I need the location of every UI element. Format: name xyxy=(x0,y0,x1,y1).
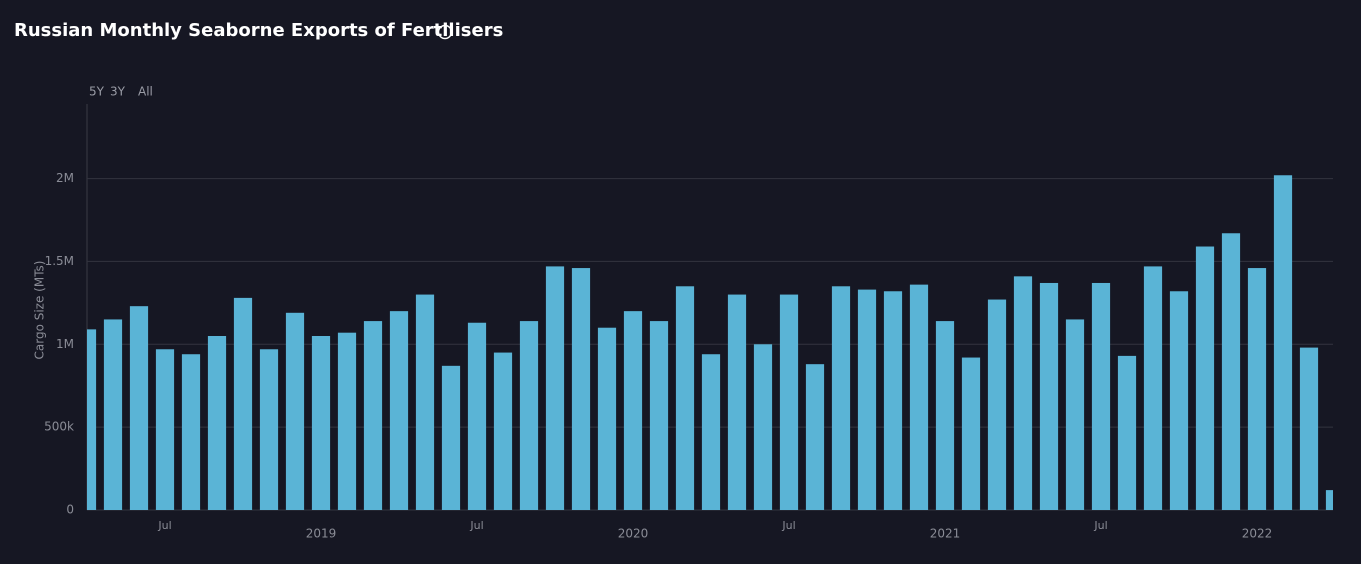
bar xyxy=(961,357,981,510)
bar xyxy=(337,332,357,510)
x-tick-label: Jul xyxy=(1093,519,1107,532)
bar xyxy=(649,321,669,510)
bar xyxy=(363,321,383,510)
bar xyxy=(415,294,435,510)
y-axis-label: Cargo Size (MTs) xyxy=(33,261,47,360)
x-tick-label: 2022 xyxy=(1242,527,1273,541)
bar xyxy=(233,297,253,510)
bar xyxy=(467,322,487,510)
bar xyxy=(727,294,747,510)
bar xyxy=(441,365,461,510)
bar xyxy=(701,354,721,510)
y-tick-label: 1.5M xyxy=(45,254,74,268)
bar xyxy=(493,352,513,510)
bar xyxy=(311,336,331,510)
bar xyxy=(1091,282,1111,510)
bar xyxy=(519,321,539,510)
bar xyxy=(155,349,175,510)
bar xyxy=(779,294,799,510)
bar xyxy=(103,319,123,510)
bar xyxy=(285,312,305,510)
x-tick-label: 2019 xyxy=(306,527,337,541)
bar xyxy=(597,327,617,510)
range-button[interactable]: 3Y xyxy=(110,85,126,99)
chart-title: Russian Monthly Seaborne Exports of Fert… xyxy=(14,20,503,41)
range-button[interactable]: All xyxy=(138,85,153,99)
bar xyxy=(181,354,201,510)
y-tick-label: 500k xyxy=(44,420,74,434)
bar xyxy=(571,268,591,510)
range-button[interactable]: 5Y xyxy=(89,85,105,99)
bar xyxy=(1065,319,1085,510)
bar xyxy=(545,266,565,510)
x-tick-label: 2020 xyxy=(618,527,649,541)
bar xyxy=(753,344,773,510)
bar xyxy=(1039,282,1059,510)
bar xyxy=(207,336,227,510)
bar xyxy=(1013,276,1033,510)
bar xyxy=(909,284,929,510)
bar xyxy=(623,311,643,510)
x-tick-label: Jul xyxy=(781,519,795,532)
bar xyxy=(259,349,279,510)
x-tick-label: Jul xyxy=(469,519,483,532)
bar xyxy=(831,286,851,510)
y-tick-label: 0 xyxy=(66,503,74,517)
bar xyxy=(1117,355,1137,510)
bar xyxy=(987,299,1007,510)
bar xyxy=(1325,490,1333,510)
bar xyxy=(87,329,97,510)
bar xyxy=(1247,268,1267,510)
bar xyxy=(389,311,409,510)
info-icon[interactable] xyxy=(437,24,453,40)
y-tick-label: 2M xyxy=(56,171,74,185)
bar xyxy=(1195,246,1215,510)
bar xyxy=(1169,291,1189,510)
bar xyxy=(935,321,955,510)
bar xyxy=(883,291,903,510)
y-tick-label: 1M xyxy=(56,337,74,351)
bar xyxy=(805,364,825,510)
x-tick-label: Jul xyxy=(157,519,171,532)
bar xyxy=(1221,233,1241,510)
x-tick-label: 2021 xyxy=(930,527,961,541)
bar xyxy=(129,306,149,510)
bar xyxy=(675,286,695,510)
bar xyxy=(857,289,877,510)
bar xyxy=(1299,347,1319,510)
bar xyxy=(1143,266,1163,510)
bar xyxy=(1273,175,1293,510)
